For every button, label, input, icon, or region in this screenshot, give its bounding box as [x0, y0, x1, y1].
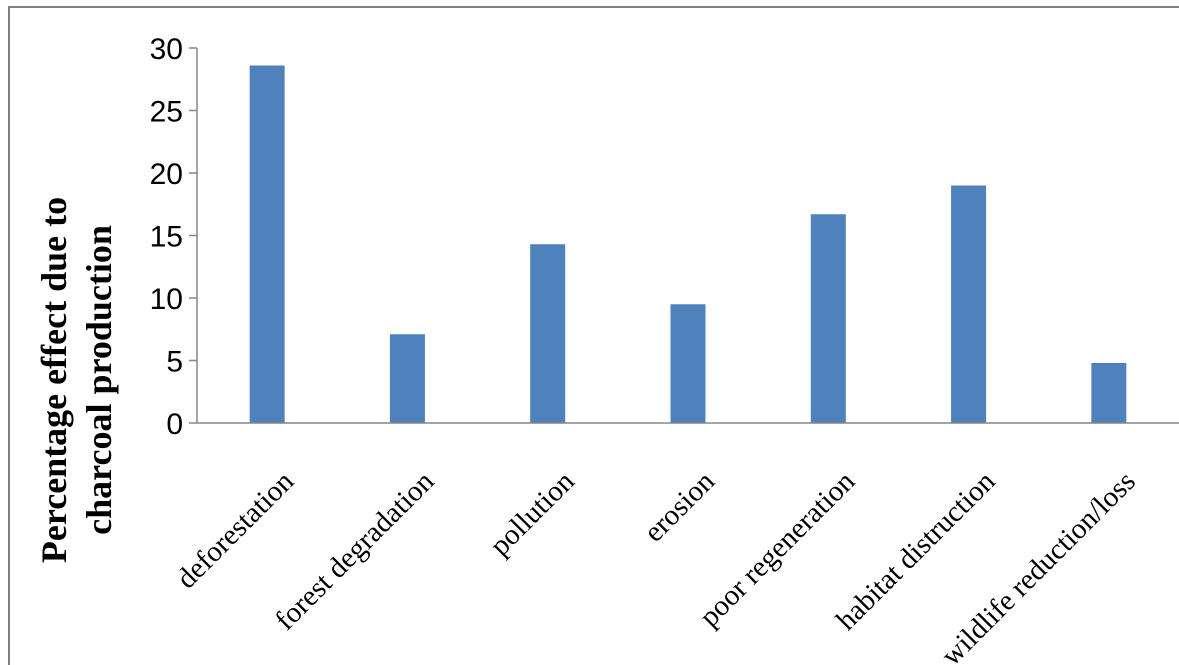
y-tick-label: 30 — [150, 33, 183, 66]
bar-poor-regeneration — [810, 214, 846, 423]
x-category-label: erosion — [638, 465, 721, 548]
bar-wildlife-reduction-loss — [1091, 363, 1127, 423]
bar-habitat-distruction — [951, 185, 987, 423]
y-tick-label: 20 — [150, 158, 183, 191]
y-tick-label: 5 — [166, 346, 183, 379]
y-tick-label: 25 — [150, 96, 183, 129]
y-tick-label: 15 — [150, 221, 183, 254]
y-tick-label: 0 — [166, 408, 183, 441]
bar-forest-degradation — [389, 334, 425, 423]
x-category-label: deforestation — [170, 465, 300, 595]
y-axis-title-line-1: Percentage effect due to — [34, 197, 74, 563]
chart-frame — [8, 6, 1179, 665]
bar-pollution — [530, 244, 566, 423]
y-tick-label: 10 — [150, 283, 183, 316]
y-axis-title-line-2: charcoal production — [79, 225, 119, 535]
bar-deforestation — [249, 65, 285, 423]
x-category-label: pollution — [484, 465, 581, 562]
bar-erosion — [670, 304, 706, 423]
